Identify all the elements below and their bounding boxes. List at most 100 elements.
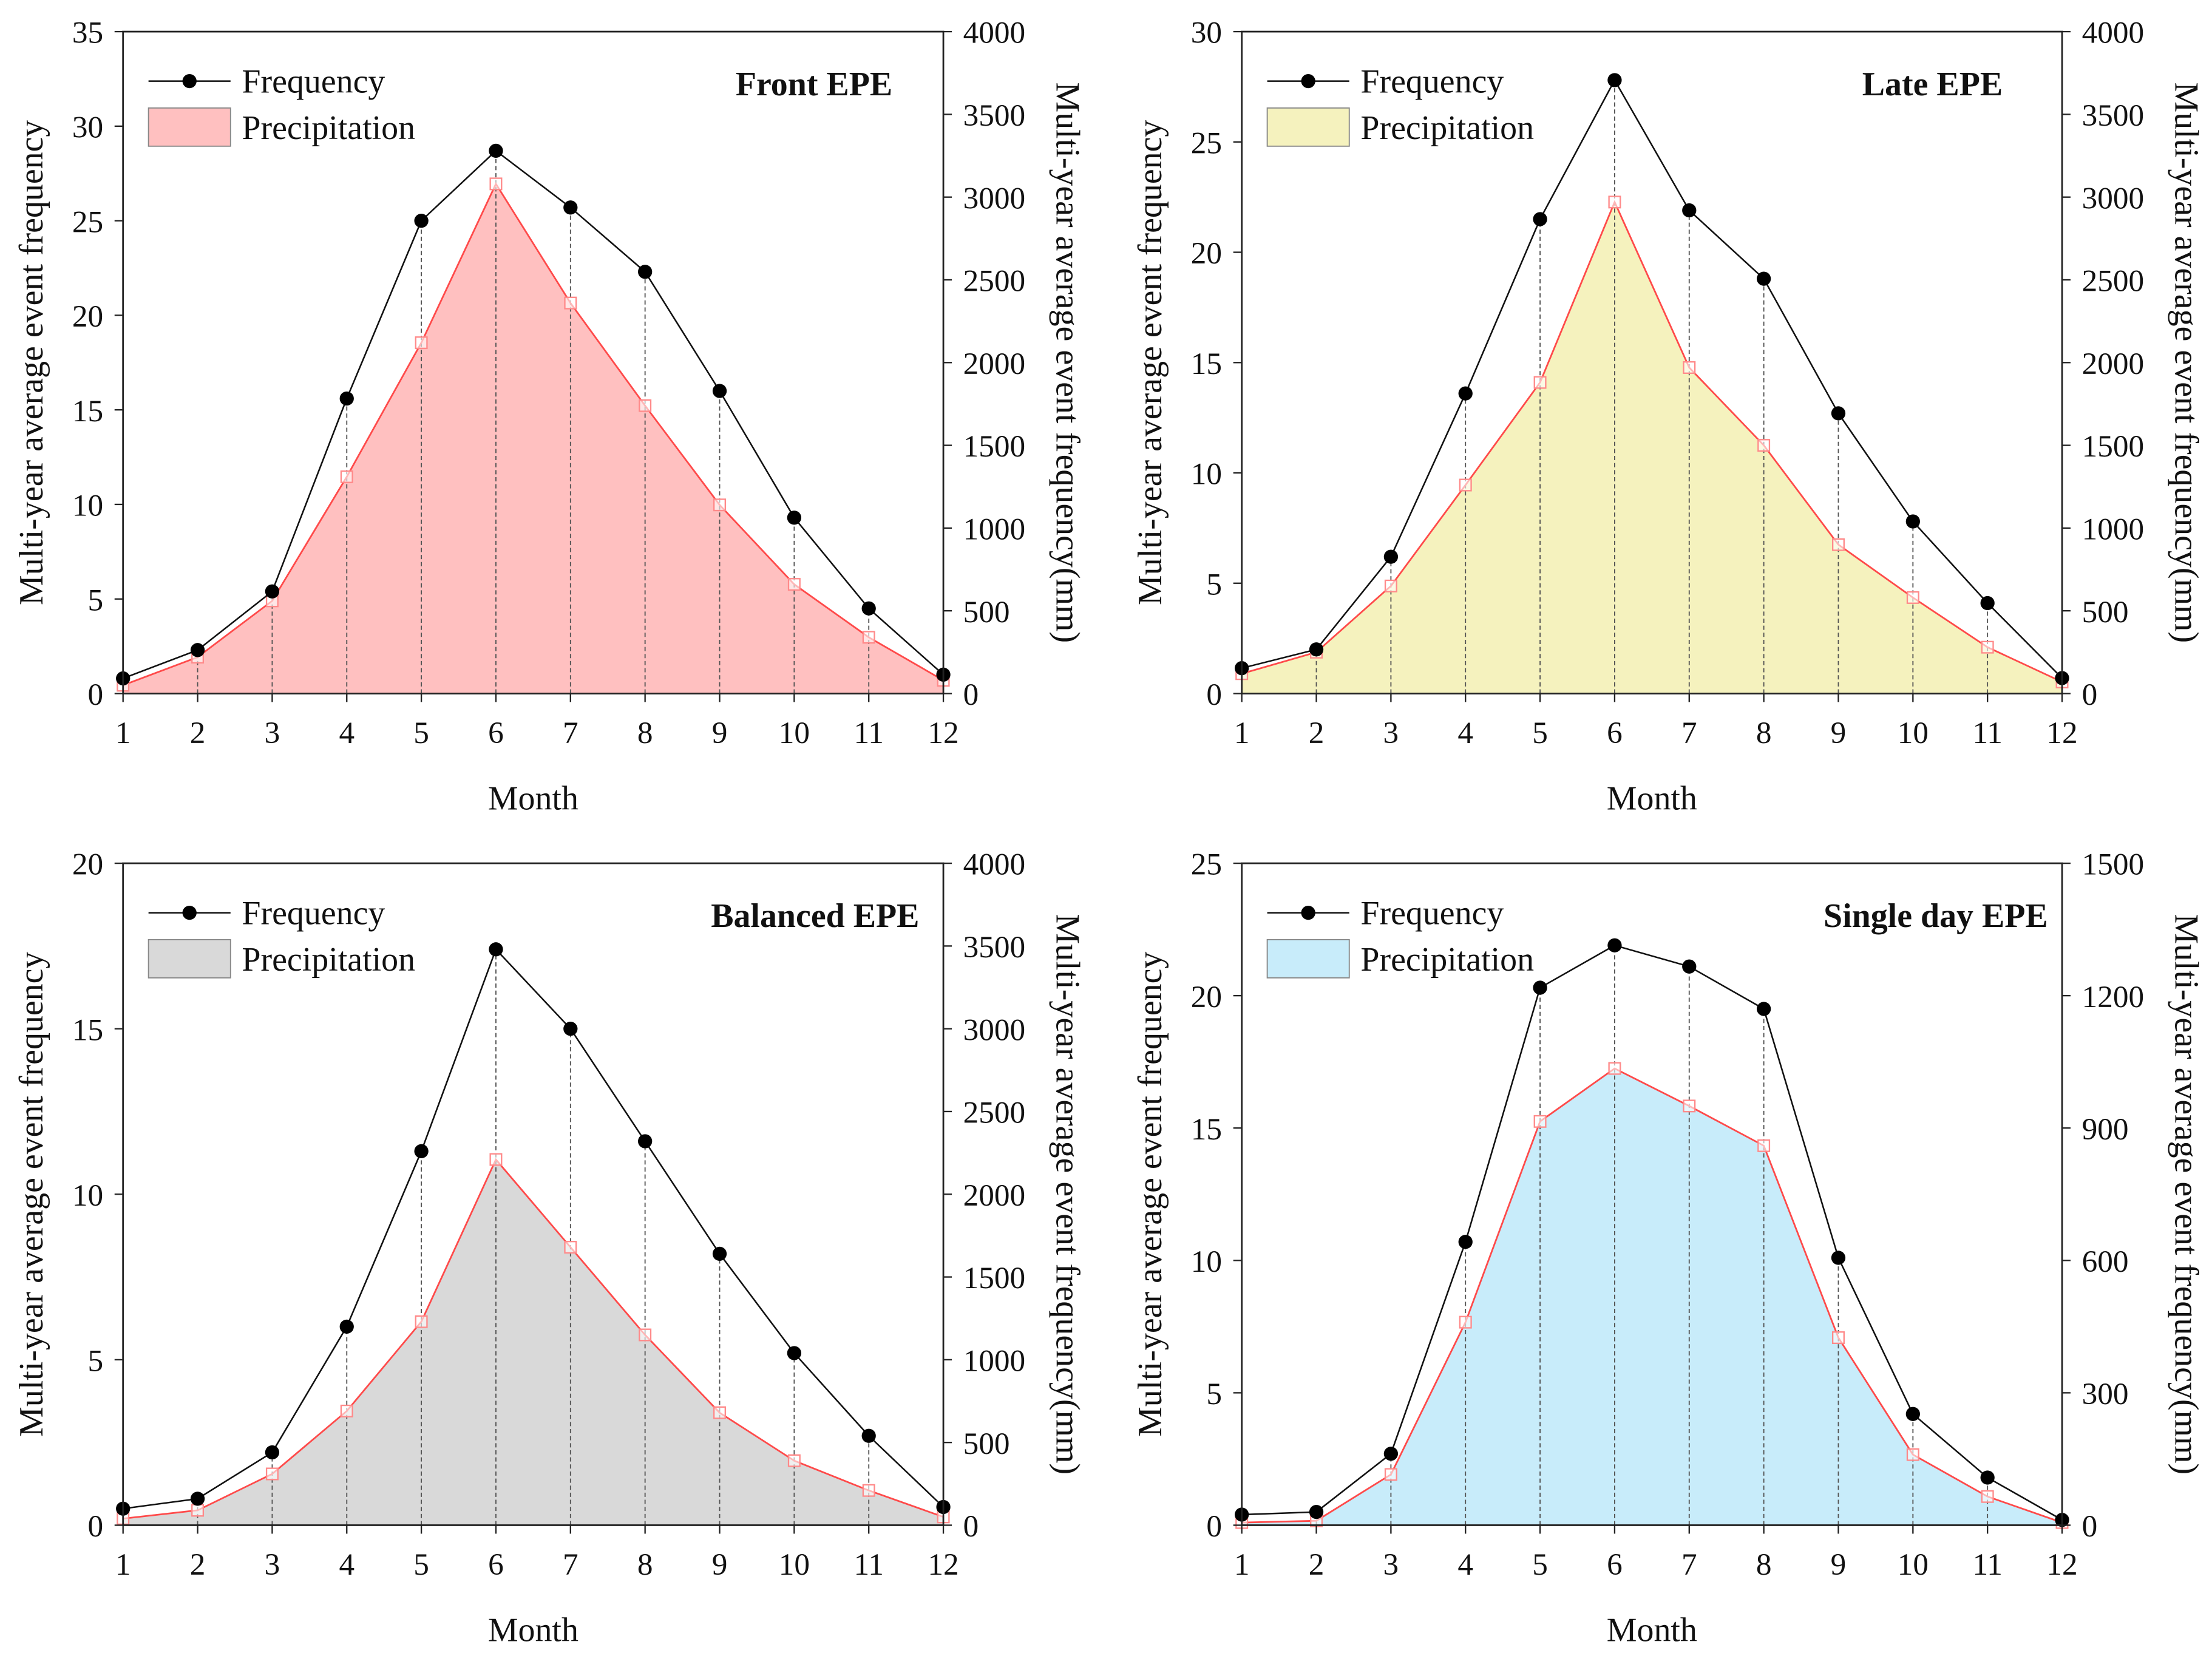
y2-tick-label: 1500 — [963, 429, 1026, 464]
panel-title: Balanced EPE — [711, 897, 919, 935]
x-tick-label: 7 — [563, 716, 578, 750]
y2-tick-label: 0 — [2082, 677, 2098, 712]
legend: Frequency Precipitation — [148, 894, 415, 979]
y2-tick-label: 4000 — [963, 16, 1026, 50]
y-tick-label: 25 — [72, 205, 103, 239]
y2-tick-label: 2000 — [2082, 347, 2145, 381]
y-tick-label: 15 — [72, 1013, 103, 1047]
y-tick-label: 10 — [72, 489, 103, 523]
x-tick-label: 11 — [854, 1547, 884, 1582]
frequency-point — [265, 1445, 280, 1460]
y2-tick-label: 2000 — [963, 1178, 1026, 1213]
y2-tick-label: 600 — [2082, 1244, 2129, 1279]
precipitation-point — [415, 1315, 428, 1328]
y2-tick-label: 1500 — [2082, 429, 2145, 464]
y-tick-label: 15 — [1191, 347, 1222, 381]
precipitation-point — [1981, 1490, 1994, 1503]
x-tick-label: 6 — [1607, 716, 1623, 750]
y-tick-label: 10 — [1191, 1244, 1222, 1279]
legend-frequency-label: Frequency — [1360, 63, 1504, 100]
precipitation-point — [415, 336, 428, 350]
precipitation-point — [713, 498, 726, 512]
x-tick-label: 1 — [1234, 716, 1250, 750]
legend: Frequency Precipitation — [148, 63, 415, 147]
x-tick-label: 12 — [928, 1547, 958, 1582]
legend: Frequency Precipitation — [1266, 894, 1534, 979]
y-tick-label: 5 — [1206, 1377, 1222, 1411]
frequency-point — [1607, 73, 1622, 87]
precipitation-point — [713, 1406, 726, 1419]
x-tick-label: 5 — [1532, 1547, 1548, 1582]
x-tick-label: 4 — [339, 716, 355, 750]
panel-title: Late EPE — [1862, 66, 2003, 103]
frequency-point — [489, 942, 503, 957]
y-tick-label: 0 — [87, 1509, 103, 1544]
precipitation-point — [191, 1504, 205, 1517]
legend-precipitation-label: Precipitation — [242, 109, 415, 147]
frequency-point — [1682, 203, 1697, 218]
frequency-point — [563, 200, 578, 215]
precipitation-area — [123, 1159, 944, 1526]
y2-tick-label: 500 — [963, 595, 1010, 630]
y2-axis-label: Multi-year average event frequency(mm) — [1048, 83, 1086, 643]
frequency-point — [1831, 1251, 1846, 1265]
frequency-point — [1756, 271, 1771, 286]
y-axis-label: Multi-year average event frequency — [13, 120, 50, 605]
precipitation-line — [123, 182, 944, 687]
precipitation-line — [1241, 1067, 2063, 1524]
y-tick-label: 5 — [1206, 567, 1222, 602]
y2-tick-label: 3500 — [2082, 98, 2145, 133]
y2-tick-label: 1500 — [2082, 847, 2145, 882]
x-tick-label: 7 — [1681, 1547, 1697, 1582]
precipitation-point — [1384, 579, 1397, 592]
frequency-point — [1458, 386, 1473, 401]
x-tick-label: 1 — [115, 1547, 131, 1582]
frequency-point — [1533, 980, 1547, 995]
legend-precipitation-label: Precipitation — [242, 941, 415, 979]
precipitation-point — [1683, 361, 1696, 374]
legend-precipitation-swatch — [148, 107, 231, 147]
frequency-point — [1756, 1002, 1771, 1016]
precipitation-point — [340, 1404, 353, 1417]
x-tick-label: 8 — [637, 1547, 653, 1582]
x-tick-label: 3 — [265, 716, 280, 750]
y-tick-label: 0 — [87, 677, 103, 712]
x-tick-label: 3 — [1383, 1547, 1399, 1582]
frequency-point — [339, 1319, 354, 1334]
frequency-point — [1458, 1235, 1473, 1249]
y2-tick-label: 2500 — [963, 264, 1026, 299]
x-tick-label: 3 — [1383, 716, 1399, 750]
y2-tick-label: 2000 — [963, 347, 1026, 381]
frequency-point — [712, 384, 727, 398]
x-tick-label: 9 — [1831, 716, 1847, 750]
precipitation-point — [489, 177, 503, 191]
precipitation-point — [265, 1467, 279, 1481]
y-tick-label: 20 — [72, 299, 103, 334]
y2-tick-label: 0 — [963, 1509, 979, 1544]
x-tick-label: 8 — [1756, 1547, 1772, 1582]
x-tick-label: 9 — [712, 1547, 728, 1582]
precipitation-point — [1757, 439, 1771, 452]
frequency-point — [563, 1022, 578, 1036]
y-tick-label: 10 — [1191, 457, 1222, 492]
frequency-point — [1905, 514, 1920, 529]
frequency-point — [414, 213, 429, 228]
y2-tick-label: 3500 — [963, 930, 1026, 965]
y2-axis-label: Multi-year average event frequency(mm) — [2167, 83, 2205, 643]
frequency-point — [339, 391, 354, 406]
y2-tick-label: 300 — [2082, 1377, 2129, 1411]
precipitation-line — [123, 1158, 944, 1519]
legend-precipitation-swatch — [1266, 939, 1350, 979]
precipitation-point — [1683, 1099, 1696, 1113]
frequency-point — [787, 511, 802, 525]
precipitation-line — [1241, 200, 2063, 683]
y2-tick-label: 3000 — [963, 1013, 1026, 1047]
x-tick-label: 8 — [637, 716, 653, 750]
x-tick-label: 4 — [1457, 716, 1473, 750]
y2-axis-label: Multi-year average event frequency(mm) — [2167, 914, 2205, 1475]
x-tick-label: 4 — [1457, 1547, 1473, 1582]
y-axis-label: Multi-year average event frequency — [13, 952, 50, 1437]
frequency-point — [1980, 1470, 1995, 1485]
y2-tick-label: 1500 — [963, 1261, 1026, 1295]
